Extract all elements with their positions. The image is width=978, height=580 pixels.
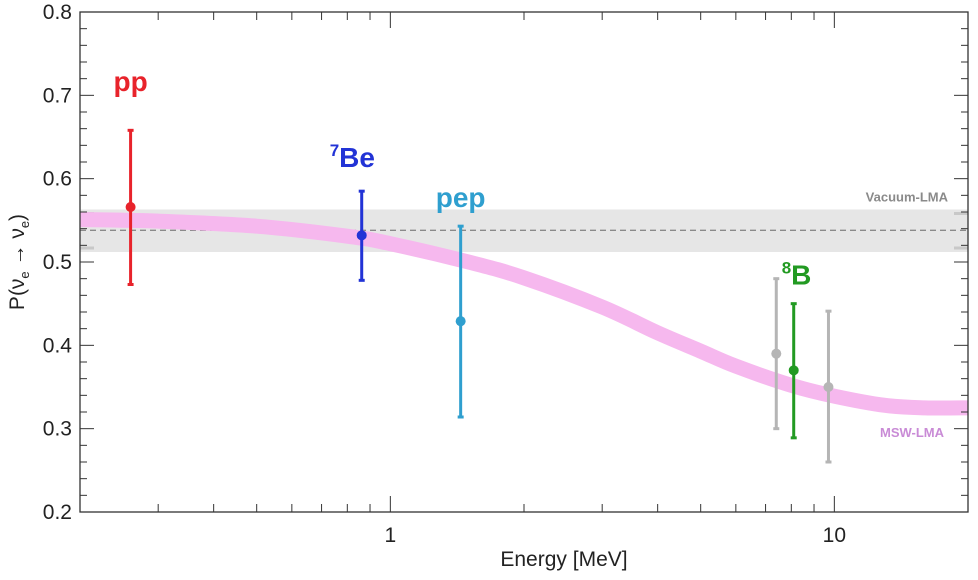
series-label-be7: 7Be — [330, 141, 375, 173]
series-label-pep: pep — [436, 182, 486, 213]
data-points — [125, 128, 834, 464]
y-axis-title-sub2: e — [17, 221, 32, 228]
series-label-b8-superscript: 8 — [782, 259, 791, 278]
y-axis-title-prefix: P( — [6, 289, 29, 310]
axis-ticks — [79, 11, 969, 513]
series-label-b8: 8B — [782, 259, 812, 291]
y-axis-title-sub1: e — [17, 271, 32, 278]
y-axis-title: P(νe → νe) — [6, 214, 32, 310]
y-axis-title-nu1: ν — [6, 279, 29, 290]
marker-pp — [125, 202, 136, 212]
x-axis-title: Energy [MeV] — [500, 548, 627, 571]
marker-b8 — [788, 365, 799, 376]
series-label-pp-text: pp — [113, 66, 147, 97]
data-point-be7 — [356, 189, 367, 282]
data-point-b8-gray-2 — [823, 309, 834, 464]
axis-tick-labels: 0.2 0.3 0.4 0.5 0.6 0.7 0.8 1 10 — [43, 1, 846, 547]
x-tick-label: 10 — [823, 524, 846, 547]
plot-frame — [79, 11, 969, 513]
series-label-pp: pp — [113, 66, 147, 97]
marker-be7 — [356, 230, 367, 241]
series-label-b8-text: B — [791, 260, 811, 291]
series-label-be7-superscript: 7 — [330, 141, 339, 160]
data-point-b8-gray-1 — [771, 277, 782, 431]
y-tick-label: 0.6 — [43, 168, 72, 191]
data-point-pp — [125, 128, 136, 286]
marker-b8-gray-2 — [823, 382, 834, 392]
data-point-pep — [455, 224, 466, 419]
marker-b8-gray-1 — [771, 348, 782, 359]
x-tick-label: 1 — [384, 524, 396, 547]
y-tick-label: 0.3 — [43, 418, 72, 441]
y-axis-title-suffix: ) — [6, 214, 29, 221]
marker-pep — [455, 316, 466, 327]
y-tick-label: 0.5 — [43, 251, 72, 274]
y-tick-label: 0.8 — [43, 1, 72, 24]
series-label-pep-text: pep — [436, 182, 486, 213]
y-tick-label: 0.7 — [43, 84, 72, 107]
y-tick-label: 0.4 — [43, 334, 73, 357]
series-label-be7-text: Be — [339, 142, 375, 173]
y-axis-title-arrow: → — [6, 239, 29, 272]
msw-lma-label: MSW-LMA — [880, 425, 945, 440]
y-tick-label: 0.2 — [43, 501, 72, 524]
data-point-b8 — [788, 302, 799, 440]
y-axis-title-nu2: ν — [6, 228, 29, 239]
vacuum-lma-label: Vacuum-LMA — [866, 190, 949, 205]
msw-lma-band — [79, 212, 969, 416]
